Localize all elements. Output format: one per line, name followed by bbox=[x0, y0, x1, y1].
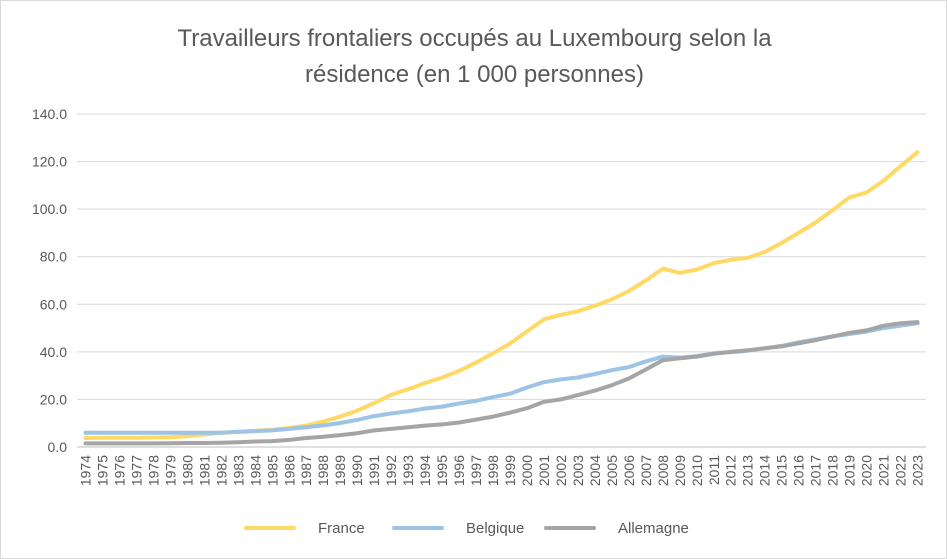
x-tick-label: 2021 bbox=[876, 455, 892, 486]
x-tick-label: 1977 bbox=[128, 455, 144, 486]
x-tick-label: 1993 bbox=[400, 455, 416, 486]
x-tick-label: 2003 bbox=[570, 455, 586, 486]
legend-label: Allemagne bbox=[618, 520, 689, 537]
x-tick-label: 2015 bbox=[774, 455, 790, 486]
x-tick-label: 2013 bbox=[740, 455, 756, 486]
x-tick-label: 1994 bbox=[417, 455, 433, 486]
x-tick-label: 1996 bbox=[451, 455, 467, 486]
chart-title-line-1: Travailleurs frontaliers occupés au Luxe… bbox=[177, 25, 772, 52]
x-tick-label: 2002 bbox=[553, 455, 569, 486]
x-tick-label: 1985 bbox=[264, 455, 280, 486]
x-tick-label: 1978 bbox=[145, 455, 161, 486]
x-tick-label: 1988 bbox=[315, 455, 331, 486]
x-tick-label: 1984 bbox=[247, 455, 263, 486]
x-tick-label: 1991 bbox=[366, 455, 382, 486]
legend-label: France bbox=[318, 520, 365, 537]
y-tick-label: 140.0 bbox=[32, 106, 67, 122]
x-tick-label: 1974 bbox=[77, 455, 93, 486]
x-tick-label: 1982 bbox=[213, 455, 229, 486]
x-tick-label: 1975 bbox=[94, 455, 110, 486]
x-tick-label: 1986 bbox=[281, 455, 297, 486]
y-tick-label: 0.0 bbox=[48, 439, 68, 455]
x-tick-label: 2011 bbox=[706, 455, 722, 485]
x-tick-label: 1998 bbox=[485, 455, 501, 486]
x-tick-label: 1997 bbox=[468, 455, 484, 486]
x-tick-label: 1995 bbox=[434, 455, 450, 486]
series-line-allemagne bbox=[83, 320, 920, 446]
x-tick-label: 2006 bbox=[621, 455, 637, 486]
y-tick-label: 100.0 bbox=[32, 201, 67, 217]
x-tick-label: 2005 bbox=[604, 455, 620, 486]
y-tick-label: 60.0 bbox=[40, 296, 67, 312]
x-tick-label: 2010 bbox=[689, 455, 705, 486]
x-tick-label: 1990 bbox=[349, 455, 365, 486]
chart-title-line-2: résidence (en 1 000 personnes) bbox=[305, 61, 644, 88]
x-tick-label: 2014 bbox=[757, 455, 773, 486]
x-tick-label: 1983 bbox=[230, 455, 246, 486]
x-tick-label: 1976 bbox=[111, 455, 127, 486]
x-tick-label: 2009 bbox=[672, 455, 688, 486]
legend-label: Belgique bbox=[466, 520, 524, 537]
x-tick-label: 1992 bbox=[383, 455, 399, 486]
y-tick-label: 20.0 bbox=[40, 391, 67, 407]
x-tick-label: 2017 bbox=[808, 455, 824, 486]
x-tick-label: 1999 bbox=[502, 455, 518, 486]
x-tick-label: 1979 bbox=[162, 455, 178, 486]
y-tick-label: 80.0 bbox=[40, 249, 67, 265]
x-tick-label: 2012 bbox=[723, 455, 739, 486]
x-tick-label: 2022 bbox=[893, 455, 909, 486]
x-tick-label: 2020 bbox=[859, 455, 875, 486]
x-tick-label: 1987 bbox=[298, 455, 314, 486]
x-tick-label: 1981 bbox=[196, 455, 212, 486]
x-tick-label: 2000 bbox=[519, 455, 535, 486]
x-tick-label: 2004 bbox=[587, 455, 603, 486]
x-tick-label: 2007 bbox=[638, 455, 654, 486]
x-tick-label: 2001 bbox=[536, 455, 552, 486]
x-tick-label: 1989 bbox=[332, 455, 348, 486]
chart-title: Travailleurs frontaliers occupés au Luxe… bbox=[1, 21, 947, 93]
y-tick-label: 120.0 bbox=[32, 154, 67, 170]
x-tick-label: 1980 bbox=[179, 455, 195, 486]
x-tick-label: 2016 bbox=[791, 455, 807, 486]
x-tick-label: 2008 bbox=[655, 455, 671, 486]
x-tick-label: 2023 bbox=[910, 455, 926, 486]
x-tick-label: 2018 bbox=[825, 455, 841, 486]
x-tick-label: 2019 bbox=[842, 455, 858, 486]
y-tick-label: 40.0 bbox=[40, 344, 67, 360]
